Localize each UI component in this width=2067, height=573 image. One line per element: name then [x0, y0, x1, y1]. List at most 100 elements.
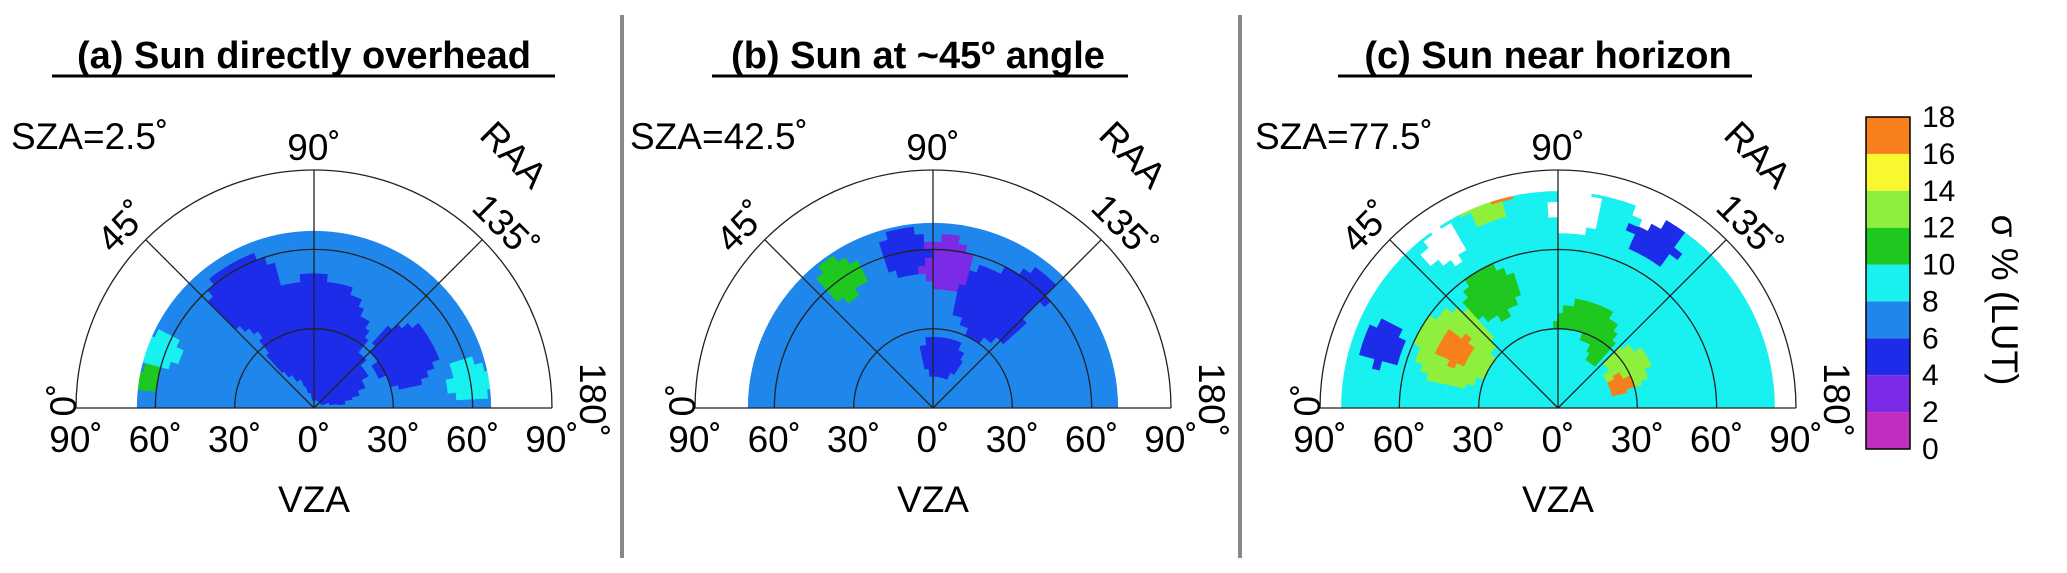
heat-cell — [781, 399, 791, 408]
heat-cell — [813, 401, 823, 408]
heat-cell — [275, 230, 288, 238]
heat-cell — [1535, 265, 1545, 276]
heat-cell — [1534, 191, 1548, 196]
heat-cell — [1723, 389, 1733, 400]
heat-cell — [942, 222, 954, 227]
heat-cell — [1430, 259, 1444, 273]
colorbar-swatch — [1866, 153, 1910, 191]
heat-cell — [1541, 249, 1551, 259]
heat-cell — [1557, 264, 1566, 274]
heat-cell — [1557, 233, 1568, 242]
heat-cell — [1628, 215, 1643, 228]
heat-cell — [916, 249, 926, 259]
heat-cell — [321, 249, 331, 259]
heat-cell — [921, 296, 928, 306]
colorbar-frame — [1865, 116, 1911, 450]
heat-cell — [909, 257, 919, 268]
heat-cell — [1399, 391, 1409, 401]
heat-cell — [941, 225, 953, 235]
angle-tick-label: 90˚ — [287, 127, 340, 168]
grid-spoke — [764, 239, 934, 409]
panel-title: (a) Sun directly overhead — [77, 35, 531, 77]
heat-cell — [1042, 389, 1052, 397]
heat-cell — [432, 401, 442, 408]
heat-cell — [178, 400, 188, 408]
heat-cell — [400, 402, 410, 408]
angle-tick-label: 45˚ — [708, 193, 775, 260]
heat-cell — [1407, 391, 1417, 401]
heat-cell — [296, 241, 307, 251]
heat-cell — [1557, 256, 1567, 266]
heat-cell — [1090, 390, 1100, 401]
heat-cell — [218, 402, 228, 408]
angle-tick-label: 180˚ — [1816, 363, 1857, 437]
heat-cell — [1754, 386, 1765, 398]
heat-cell — [361, 404, 370, 408]
heat-cell — [1731, 388, 1741, 400]
heat-cell — [448, 400, 458, 408]
heat-cell — [782, 391, 792, 401]
heat-cell — [773, 399, 783, 408]
heat-cell — [463, 391, 473, 401]
x-tick-label: 30˚ — [1452, 419, 1505, 460]
heat-cell — [932, 272, 941, 282]
heat-cell — [1035, 396, 1045, 403]
heat-cell — [758, 398, 767, 408]
heat-cell — [1050, 387, 1060, 396]
heat-cell — [1557, 304, 1564, 314]
heat-cell — [1716, 398, 1725, 408]
x-tick-label: 90˚ — [525, 419, 578, 460]
heat-cell — [1557, 241, 1568, 250]
heat-cell — [1406, 399, 1416, 408]
heat-cell — [805, 401, 815, 408]
heat-cell — [932, 225, 943, 235]
heat-cell — [305, 248, 315, 258]
heat-cell — [1763, 396, 1773, 408]
heat-cell — [1539, 289, 1547, 299]
heat-cell — [1564, 265, 1574, 275]
heat-cell — [1097, 380, 1107, 391]
heat-cell — [1383, 389, 1393, 400]
heat-cell — [941, 233, 952, 243]
x-tick-label: 0˚ — [298, 419, 331, 460]
heat-cell — [313, 272, 322, 282]
heat-cell — [1700, 399, 1710, 408]
heat-cell — [384, 403, 394, 408]
heat-cell — [306, 272, 315, 282]
heat-cell — [1539, 233, 1550, 243]
heat-cell — [1359, 386, 1369, 399]
heat-cell — [392, 398, 402, 405]
heat-cell — [1050, 394, 1061, 403]
heat-cell — [910, 265, 920, 276]
heat-cell — [1546, 304, 1554, 314]
heat-cell — [932, 312, 939, 322]
heat-cell — [1544, 280, 1553, 291]
panel-title: (c) Sun near horizon — [1364, 35, 1731, 77]
heat-cell — [1549, 256, 1559, 266]
heat-cell — [916, 257, 926, 267]
heat-cell — [1692, 400, 1702, 408]
heat-cell — [478, 380, 488, 391]
heat-cell — [313, 304, 320, 314]
heat-cell — [424, 395, 434, 403]
heat-cell — [1059, 400, 1069, 408]
heat-cell — [424, 401, 434, 408]
heat-cell — [927, 312, 934, 322]
heat-cell — [1442, 259, 1456, 273]
panel-title: (b) Sun at ~45º angle — [731, 35, 1105, 77]
heat-cell — [1548, 225, 1559, 235]
colorbar-tick-label: 4 — [1922, 359, 1939, 392]
heat-cell — [487, 388, 492, 400]
sza-annotation: SZA=42.5˚ — [630, 116, 808, 157]
angle-tick-label: 135˚ — [1709, 186, 1790, 267]
heat-cell — [1644, 397, 1654, 404]
heat-cell — [1535, 193, 1548, 204]
colorbar-swatch — [1866, 190, 1910, 228]
heat-cell — [939, 272, 948, 283]
x-tick-label: 90˚ — [1293, 419, 1346, 460]
heat-cell — [1065, 385, 1076, 395]
heat-cell — [1546, 296, 1553, 306]
heat-cell — [136, 379, 142, 391]
heat-cell — [1675, 394, 1686, 403]
